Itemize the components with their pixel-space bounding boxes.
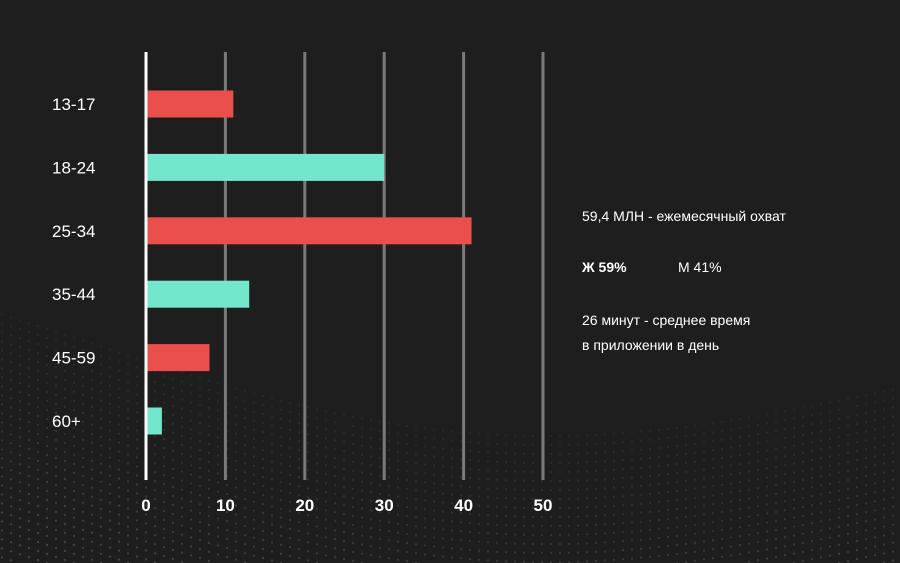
category-label: 35-44 [52, 285, 95, 304]
category-label: 25-34 [52, 222, 95, 241]
bar-25-34 [146, 217, 472, 245]
male-share-text: М 41% [678, 259, 722, 275]
bar-18-24 [146, 153, 385, 181]
category-label: 13-17 [52, 95, 95, 114]
x-tick-label: 20 [295, 496, 314, 515]
x-tick-labels: 0 10 20 30 40 50 [141, 496, 552, 515]
bar-45-59 [146, 344, 210, 372]
x-tick-label: 50 [534, 496, 553, 515]
grid-lines [223, 52, 545, 480]
x-tick-label: 0 [141, 496, 150, 515]
x-tick-label: 30 [375, 496, 394, 515]
bar-35-44 [146, 280, 250, 308]
monthly-reach-text: 59,4 МЛН - ежемесячный охват [582, 208, 786, 224]
x-tick-label: 40 [454, 496, 473, 515]
category-labels: 13-17 18-24 25-34 35-44 45-59 60+ [52, 95, 95, 431]
bars [146, 90, 472, 435]
category-label: 45-59 [52, 349, 95, 368]
time-in-app-line-2: в приложении в день [582, 337, 720, 353]
category-label: 18-24 [52, 158, 95, 177]
category-label: 60+ [52, 412, 81, 431]
bar-60+ [146, 407, 162, 435]
bar-13-17 [146, 90, 234, 118]
time-in-app-line-1: 26 минут - среднее время [582, 312, 751, 328]
x-tick-label: 10 [216, 496, 235, 515]
female-share-text: Ж 59% [582, 259, 627, 275]
